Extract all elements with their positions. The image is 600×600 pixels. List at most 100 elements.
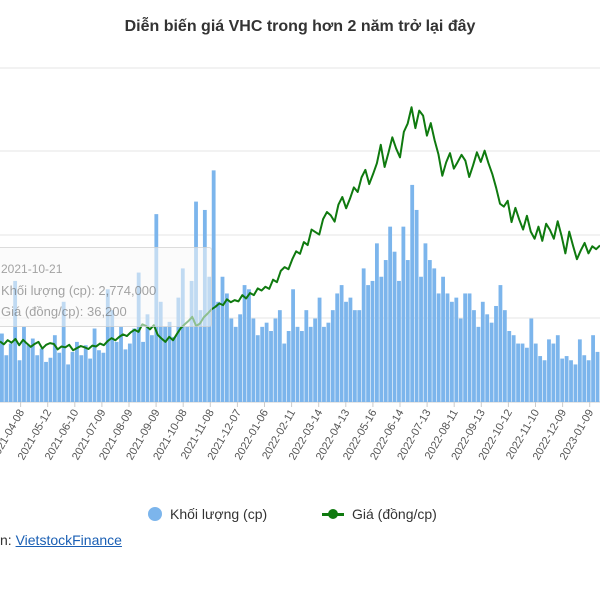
volume-bar	[511, 335, 516, 402]
volume-bar	[366, 285, 370, 402]
volume-bar	[538, 356, 543, 402]
volume-bar	[361, 268, 366, 402]
volume-bar	[392, 251, 397, 402]
volume-bar	[30, 338, 35, 402]
volume-bar	[463, 293, 468, 402]
volume-bar	[547, 339, 551, 403]
volume-bar	[326, 322, 331, 403]
legend-volume-marker	[148, 507, 162, 521]
volume-bar	[480, 301, 485, 402]
tooltip-price: Giá (đồng/cp): 36,200	[1, 304, 127, 319]
volume-bar	[397, 280, 401, 403]
legend-item-volume[interactable]: Khối lượng (cp)	[148, 506, 267, 522]
tooltip-volume: Khối lượng (cp): 2,774,000	[1, 283, 157, 298]
volume-bar	[114, 341, 119, 402]
volume-bar	[176, 297, 181, 403]
volume-bar	[335, 293, 340, 402]
volume-bar	[410, 184, 415, 402]
volume-bar	[529, 318, 534, 402]
volume-bar	[427, 260, 432, 402]
volume-bar	[489, 322, 494, 403]
volume-bar	[595, 351, 600, 402]
legend-price-label: Giá (đồng/cp)	[352, 506, 437, 522]
source-link[interactable]: VietstockFinance	[15, 532, 122, 548]
volume-bar	[370, 280, 375, 403]
volume-bar	[348, 297, 353, 403]
volume-bar	[150, 335, 154, 402]
volume-bar	[48, 357, 53, 403]
volume-bar	[436, 293, 441, 402]
volume-bar	[414, 209, 419, 402]
volume-bar	[432, 268, 437, 402]
volume-bar	[300, 331, 304, 402]
tooltip: 2021-10-21 Khối lượng (cp): 2,774,000 Gi…	[0, 247, 212, 327]
volume-bar	[97, 350, 101, 402]
volume-bar	[560, 358, 565, 402]
volume-bar	[533, 343, 538, 402]
volume-bars[interactable]	[0, 170, 600, 403]
volume-bar	[185, 326, 190, 402]
volume-bar	[286, 331, 291, 402]
volume-bar	[180, 268, 185, 402]
volume-bar	[322, 326, 326, 402]
volume-bar	[573, 364, 578, 403]
volume-bar	[66, 364, 70, 403]
legend-item-price[interactable]: Giá (đồng/cp)	[322, 506, 437, 522]
volume-bar	[132, 328, 137, 402]
volume-bar	[454, 297, 459, 403]
volume-bar	[388, 226, 393, 402]
volume-bar	[525, 347, 529, 402]
volume-bar	[591, 335, 595, 402]
volume-bar	[476, 326, 481, 402]
volume-bar	[70, 351, 75, 402]
volume-bar	[83, 345, 88, 402]
volume-bar	[383, 260, 388, 402]
volume-bar	[498, 285, 503, 402]
volume-bar	[105, 289, 110, 402]
volume-bar	[35, 355, 40, 402]
volume-bar	[22, 326, 26, 402]
volume-bar	[502, 310, 507, 402]
volume-bar	[233, 326, 238, 402]
volume-bar	[123, 349, 128, 402]
volume-bar	[423, 243, 428, 402]
volume-bar	[110, 310, 115, 402]
volume-bar	[17, 360, 22, 402]
volume-bar	[308, 326, 313, 402]
volume-bar	[242, 285, 247, 402]
volume-bar	[586, 360, 591, 402]
volume-bar	[101, 352, 106, 403]
volume-bar	[220, 276, 225, 402]
volume-bar	[145, 314, 150, 402]
volume-bar	[485, 314, 490, 402]
volume-bar	[330, 310, 335, 402]
volume-bar	[357, 310, 362, 402]
volume-bar	[216, 301, 220, 402]
volume-bar	[141, 341, 145, 402]
volume-bar	[189, 280, 194, 403]
volume-bar	[44, 361, 48, 402]
volume-bar	[4, 355, 9, 402]
volume-bar	[0, 333, 4, 402]
legend-price-marker	[322, 508, 344, 519]
volume-bar	[458, 318, 463, 402]
volume-bar	[419, 276, 423, 402]
volume-bar	[79, 355, 84, 402]
volume-bar	[207, 276, 212, 402]
x-axis-ticks: 2021-03-102021-04-082021-05-122021-06-10…	[0, 402, 596, 462]
volume-bar	[8, 343, 13, 402]
volume-bar	[520, 343, 525, 402]
volume-bar	[564, 356, 569, 402]
volume-bar	[57, 352, 62, 403]
price-line[interactable]	[0, 106, 600, 352]
volume-bar	[163, 326, 168, 402]
volume-bar	[229, 318, 234, 402]
volume-bar	[405, 260, 410, 402]
volume-bar	[344, 301, 348, 402]
volume-bar	[401, 226, 406, 402]
volume-bar	[352, 310, 357, 402]
chart-title: Diễn biến giá VHC trong hơn 2 năm trở lạ…	[124, 18, 476, 35]
price-series-line	[0, 106, 600, 352]
volume-bar	[198, 310, 203, 402]
